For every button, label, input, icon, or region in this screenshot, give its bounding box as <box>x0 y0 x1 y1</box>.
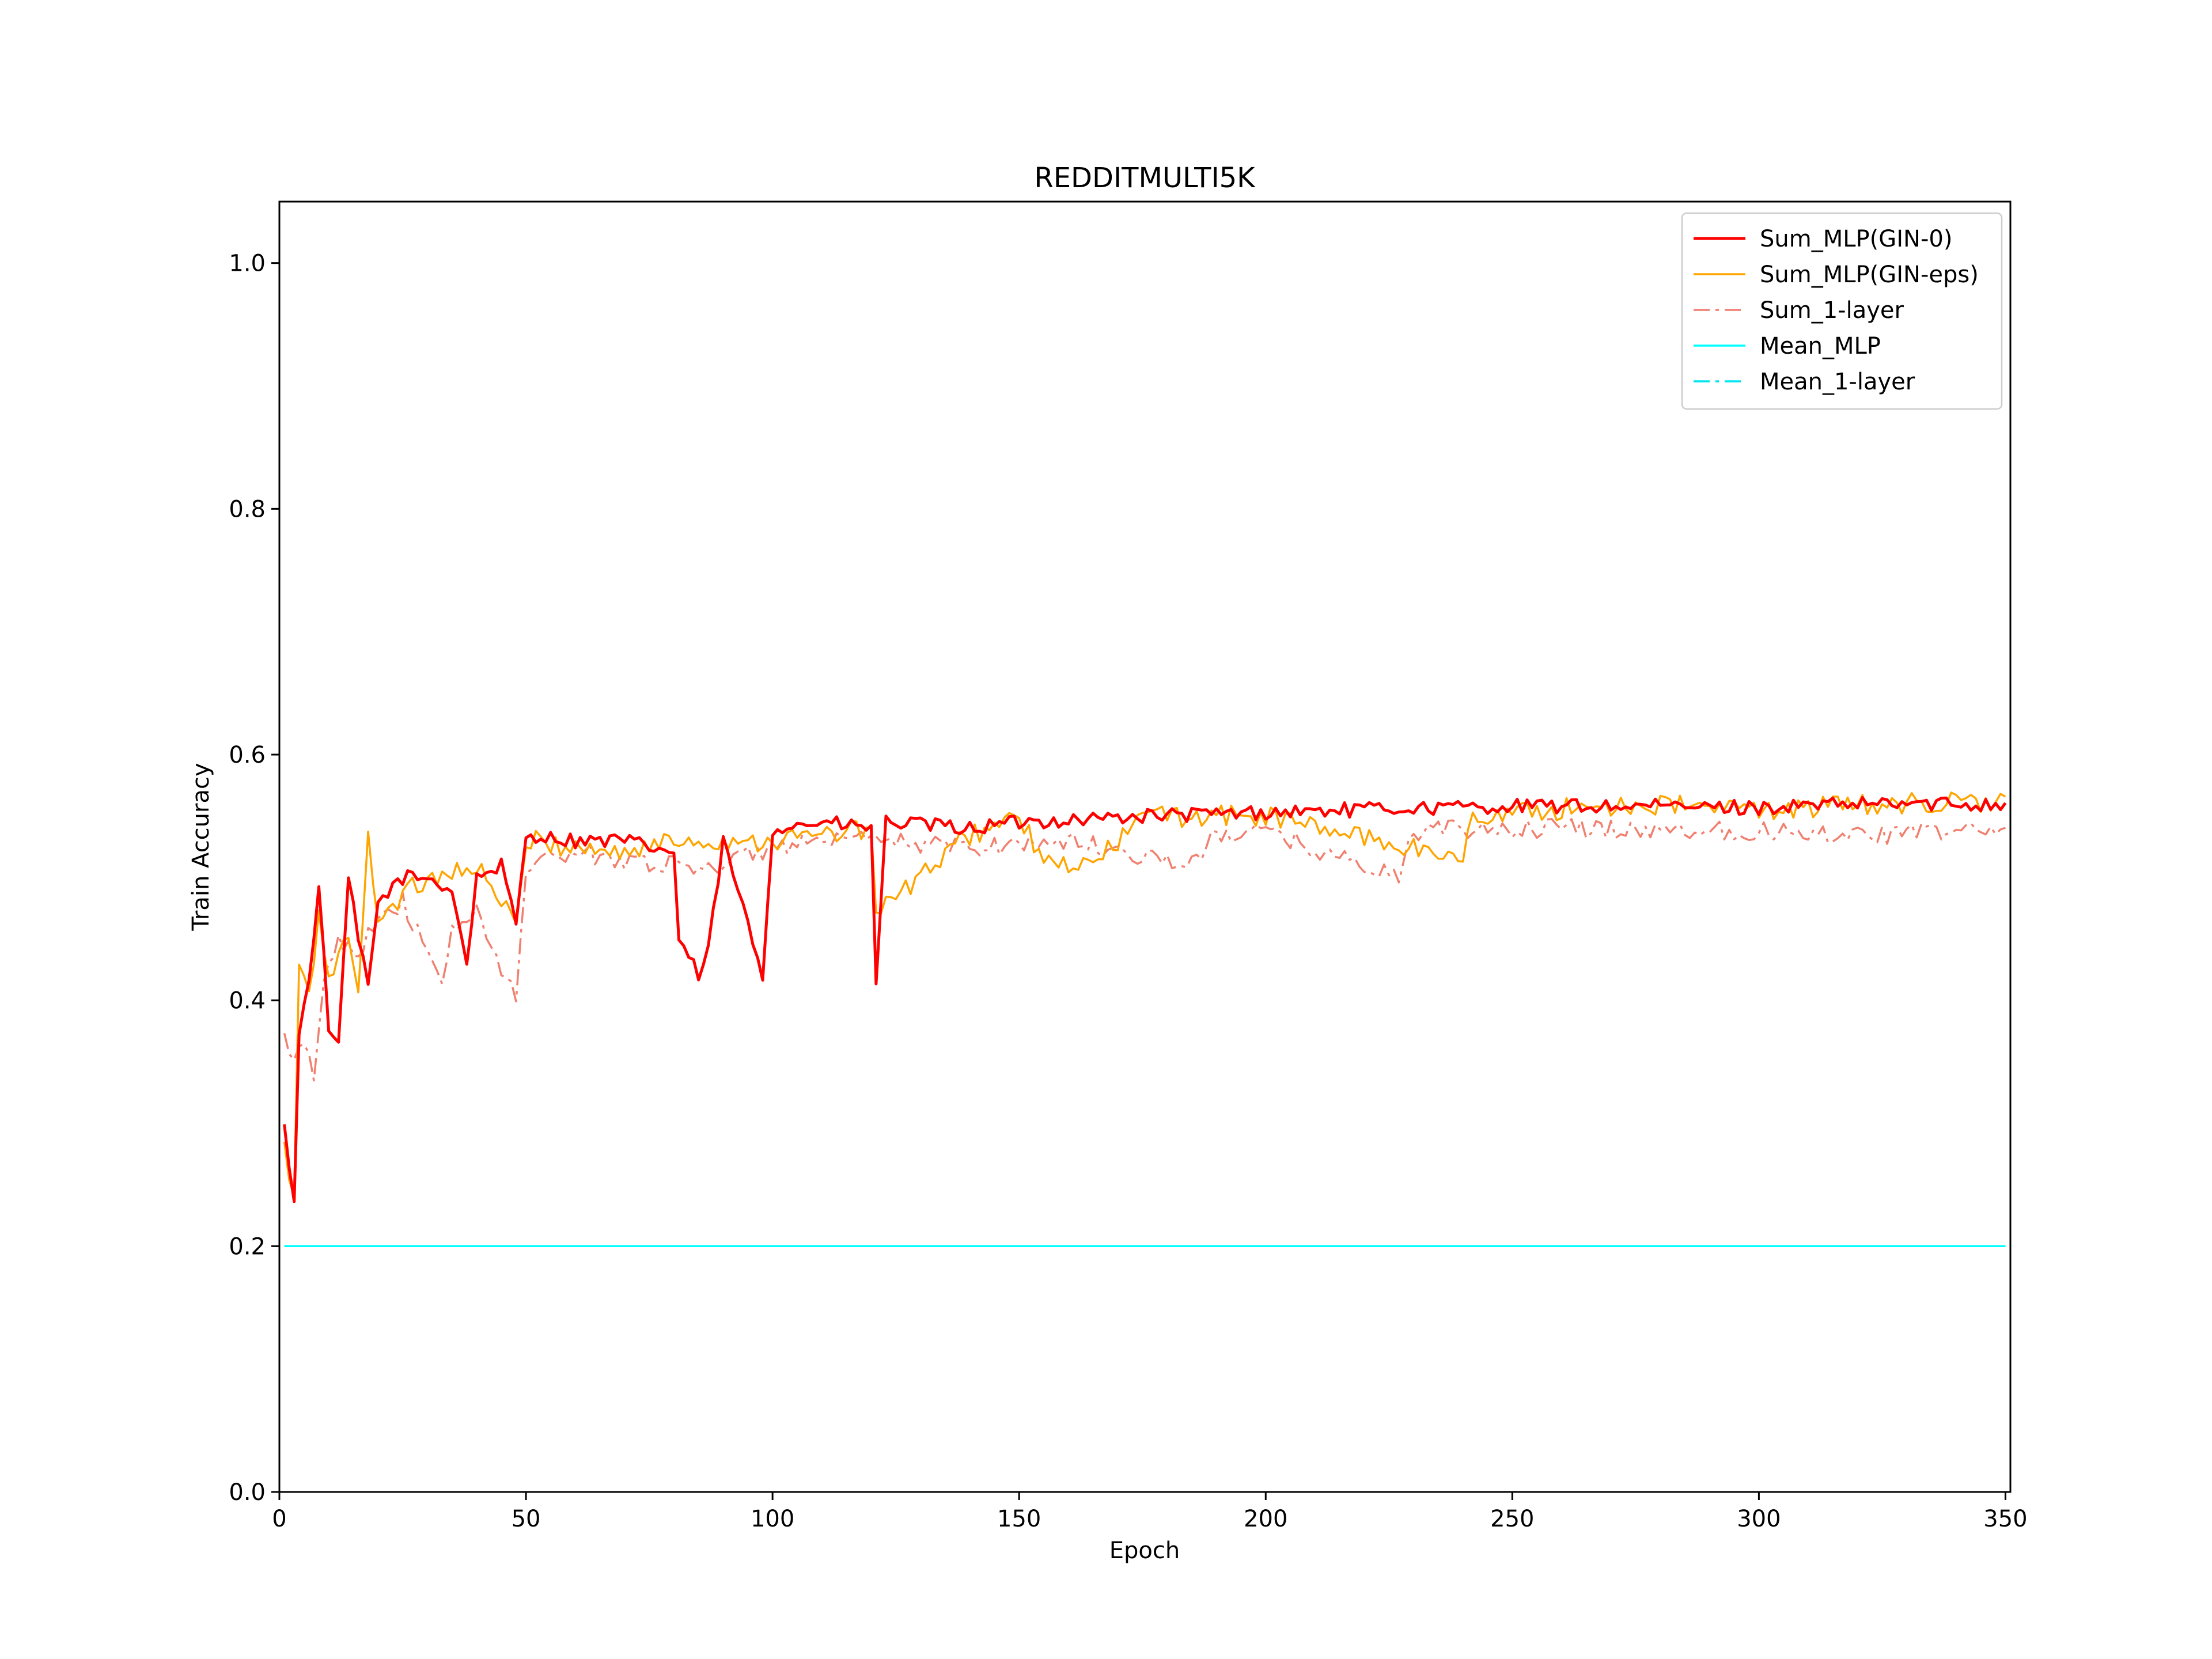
y-axis-label: Train Accuracy <box>188 763 214 931</box>
x-axis-label: Epoch <box>1109 1537 1180 1564</box>
legend: Sum_MLP(GIN-0) Sum_MLP(GIN-eps) Sum_1-laye… <box>1681 212 2003 410</box>
legend-label: Sum_MLP(GIN-eps) <box>1760 262 1979 288</box>
legend-box <box>1681 212 2003 410</box>
x-tick-label: 150 <box>997 1506 1041 1532</box>
x-axis: 0 50 100 150 200 250 300 350 <box>272 1492 2028 1532</box>
series-line-sum-mlp-gin-0- <box>283 796 2007 1203</box>
x-tick-label: 300 <box>1737 1506 1781 1532</box>
chart-title: REDDITMULTI5K <box>1034 162 1256 194</box>
legend-label: Sum_MLP(GIN-0) <box>1760 226 1952 252</box>
y-tick-label: 0.4 <box>229 988 266 1014</box>
x-tick-label: 250 <box>1490 1506 1534 1532</box>
series-line-sum-mlp-gin-eps- <box>283 791 2006 1197</box>
y-tick-label: 0.2 <box>229 1233 266 1260</box>
y-tick-label: 1.0 <box>229 251 266 277</box>
legend-label: Sum_1-layer <box>1760 297 1904 324</box>
legend-label: Mean_1-layer <box>1760 369 1915 395</box>
x-tick-label: 0 <box>272 1506 286 1532</box>
y-axis: 0.0 0.2 0.4 0.6 0.8 1.0 <box>229 251 279 1506</box>
x-tick-label: 200 <box>1244 1506 1287 1532</box>
series-line-sum-1-layer <box>283 818 2006 1082</box>
x-tick-label: 50 <box>512 1506 541 1532</box>
plot-frame <box>278 200 2012 1493</box>
x-tick-label: 350 <box>1983 1506 2027 1532</box>
legend-label: Mean_MLP <box>1760 333 1881 359</box>
y-tick-label: 0.6 <box>229 742 266 768</box>
y-tick-label: 0.0 <box>229 1479 266 1506</box>
y-tick-label: 0.8 <box>229 496 266 522</box>
x-tick-label: 100 <box>751 1506 794 1532</box>
